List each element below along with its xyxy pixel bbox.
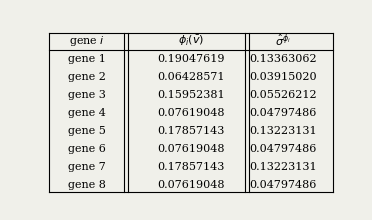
Text: gene 8: gene 8 (68, 180, 106, 190)
Text: gene 3: gene 3 (68, 90, 106, 100)
Text: 0.15952381: 0.15952381 (157, 90, 224, 100)
Text: 0.06428571: 0.06428571 (157, 72, 224, 82)
Text: 0.05526212: 0.05526212 (249, 90, 317, 100)
Text: gene 4: gene 4 (68, 108, 106, 118)
Text: 0.13223131: 0.13223131 (249, 162, 317, 172)
Text: gene 5: gene 5 (68, 126, 106, 136)
Text: gene 6: gene 6 (68, 144, 106, 154)
Text: 0.07619048: 0.07619048 (157, 108, 224, 118)
Text: 0.13223131: 0.13223131 (249, 126, 317, 136)
Text: 0.07619048: 0.07619048 (157, 180, 224, 190)
Text: gene $i$: gene $i$ (69, 33, 105, 48)
Text: $\hat{\sigma}^{\phi_i}$: $\hat{\sigma}^{\phi_i}$ (275, 33, 291, 49)
Text: 0.17857143: 0.17857143 (157, 162, 224, 172)
Text: 0.19047619: 0.19047619 (157, 54, 224, 64)
Text: 0.04797486: 0.04797486 (249, 108, 317, 118)
Text: 0.17857143: 0.17857143 (157, 126, 224, 136)
Text: $\phi_i(\bar{v})$: $\phi_i(\bar{v})$ (177, 33, 204, 48)
Text: gene 2: gene 2 (68, 72, 106, 82)
Text: 0.04797486: 0.04797486 (249, 180, 317, 190)
Text: gene 7: gene 7 (68, 162, 106, 172)
Text: 0.07619048: 0.07619048 (157, 144, 224, 154)
Text: 0.13363062: 0.13363062 (249, 54, 317, 64)
Text: gene 1: gene 1 (68, 54, 106, 64)
Text: 0.04797486: 0.04797486 (249, 144, 317, 154)
Text: 0.03915020: 0.03915020 (249, 72, 317, 82)
